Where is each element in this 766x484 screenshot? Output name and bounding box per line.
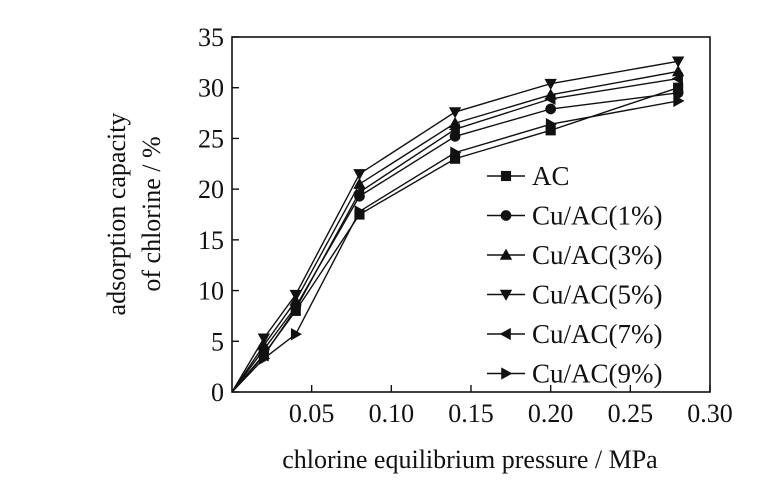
legend-item: Cu/AC(1%) [487, 201, 663, 231]
y-axis-ticks: 0 5 10 15 20 25 30 35 [198, 23, 239, 407]
y-tick-label: 0 [211, 378, 224, 407]
legend-item: Cu/AC(5%) [487, 280, 663, 310]
legend-marker [499, 248, 513, 260]
y-tick-label: 30 [198, 74, 224, 103]
legend-label: Cu/AC(7%) [532, 319, 663, 349]
data-point [448, 123, 460, 136]
y-tick-label: 15 [198, 226, 224, 255]
data-point [353, 169, 366, 181]
data-point [354, 205, 366, 218]
x-tick-label: 0.15 [448, 399, 494, 428]
x-tick-label: 0.10 [369, 399, 415, 428]
legend-label: Cu/AC(9%) [532, 359, 663, 389]
legend-label: Cu/AC(3%) [532, 240, 663, 270]
y-axis-label-line1: adsorption capacity [102, 113, 131, 316]
y-tick-label: 20 [198, 175, 224, 204]
y-tick-label: 10 [198, 277, 224, 306]
x-tick-label: 0.30 [687, 399, 733, 428]
x-axis-ticks: 0.05 0.10 0.15 0.20 0.25 0.30 [289, 385, 733, 428]
data-point [289, 302, 301, 316]
legend-label: Cu/AC(1%) [532, 201, 663, 231]
data-point [671, 72, 683, 85]
data-point [544, 78, 557, 90]
data-point [289, 289, 302, 301]
legend-marker [500, 210, 512, 221]
series-5 [231, 94, 685, 393]
x-axis-label: chlorine equilibrium pressure / MPa [282, 445, 658, 474]
legend-item: Cu/AC(7%) [487, 319, 663, 349]
series-3 [231, 56, 685, 393]
data-point [545, 103, 557, 115]
legend-marker [501, 367, 513, 380]
y-tick-label: 25 [198, 124, 224, 153]
x-tick-label: 0.20 [528, 399, 574, 428]
legend-item: Cu/AC(9%) [487, 359, 663, 389]
legend-item: Cu/AC(3%) [487, 240, 663, 270]
y-tick-label: 5 [211, 327, 224, 356]
data-point [353, 186, 365, 199]
legend-item: AC [487, 161, 570, 191]
data-point [448, 107, 462, 119]
legend-label: AC [532, 161, 570, 191]
data-point [544, 92, 556, 106]
legend-label: Cu/AC(5%) [532, 280, 663, 310]
data-point [450, 146, 462, 159]
legend-marker [500, 170, 512, 182]
data-point [257, 333, 271, 345]
y-tick-label: 35 [198, 23, 224, 52]
y-axis-label-line2: of chlorine / % [137, 136, 166, 291]
data-point [290, 328, 303, 341]
x-tick-label: 0.05 [289, 399, 335, 428]
legend-marker [499, 327, 511, 341]
series-layer [231, 56, 685, 393]
data-point [259, 352, 271, 365]
y-axis-label: adsorption capacity of chlorine / % [102, 113, 166, 316]
data-point [257, 339, 271, 351]
data-point [671, 56, 685, 68]
x-tick-label: 0.25 [608, 399, 654, 428]
data-point [545, 118, 557, 131]
legend-marker [499, 289, 513, 301]
legend: AC Cu/AC(1%) Cu/AC(3%) Cu/AC(5%) Cu/AC(7%) Cu… [487, 161, 663, 389]
data-point [353, 177, 366, 189]
data-point [673, 94, 685, 108]
